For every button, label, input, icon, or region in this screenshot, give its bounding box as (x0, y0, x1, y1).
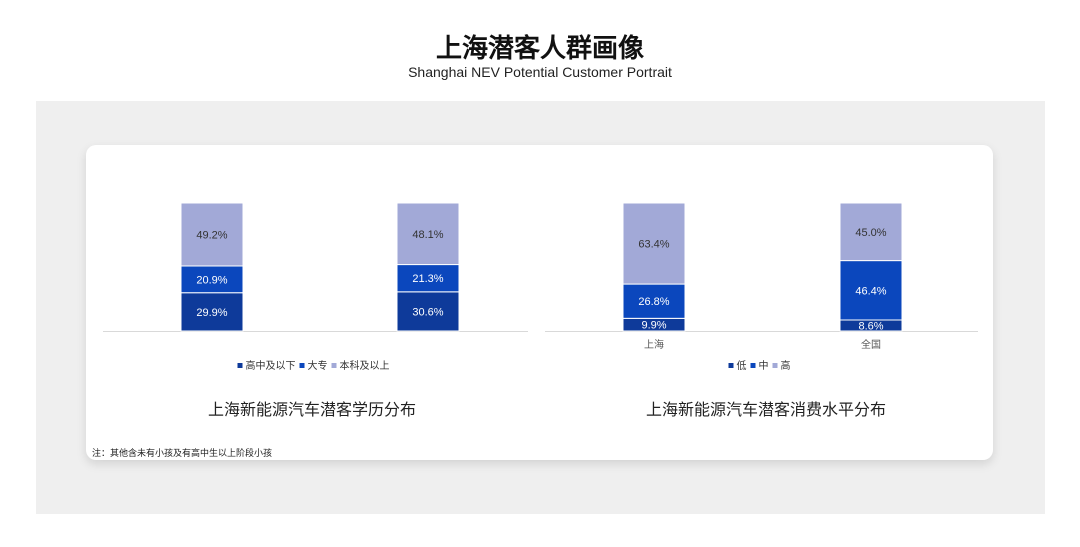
legend-label: 高 (781, 359, 791, 372)
legend-label: 本科及以上 (340, 359, 390, 372)
bar-segment (396, 291, 460, 332)
data-label: 48.1% (412, 229, 443, 241)
legend-swatch (331, 363, 337, 368)
data-label: 8.6% (858, 320, 883, 332)
data-label: 21.3% (412, 273, 443, 285)
data-label: 26.8% (638, 296, 669, 308)
data-label: 20.9% (196, 274, 227, 286)
bar-segment (396, 202, 460, 266)
bar-segment (622, 202, 686, 285)
bar-segment (180, 202, 244, 267)
bar-segment (839, 202, 903, 262)
bar-segment (839, 260, 903, 321)
bar-segment (180, 292, 244, 332)
legend-label: 低 (737, 359, 747, 372)
legend-swatch (299, 363, 305, 368)
legend-swatch (237, 363, 243, 368)
x-tick-label: 上海 (644, 338, 664, 351)
data-label: 29.9% (196, 307, 227, 319)
legend-label: 中 (759, 359, 769, 372)
bar-segment (396, 264, 460, 293)
legend-label: 高中及以下 (246, 359, 296, 372)
data-label: 45.0% (855, 227, 886, 239)
legend-swatch (750, 363, 756, 368)
bar-segment (180, 265, 244, 294)
data-label: 63.4% (638, 239, 669, 251)
legend-swatch (772, 363, 778, 368)
data-label: 46.4% (855, 285, 886, 297)
data-label: 49.2% (196, 229, 227, 241)
page-title: 上海潜客人群画像 (435, 34, 644, 64)
chart-title-education: 上海新能源汽车潜客学历分布 (207, 400, 416, 419)
legend-swatch (728, 363, 734, 368)
data-label: 9.9% (641, 320, 666, 332)
x-tick-label: 全国 (861, 338, 881, 351)
data-label: 30.6% (412, 306, 443, 318)
chart-title-consumption: 上海新能源汽车潜客消费水平分布 (645, 400, 886, 419)
page-subtitle: Shanghai NEV Potential Customer Portrait (408, 64, 672, 80)
bar-segment (622, 283, 686, 319)
legend-label: 大专 (308, 359, 328, 372)
footnote: 注：其他含未有小孩及有高中生以上阶段小孩 (92, 449, 273, 459)
